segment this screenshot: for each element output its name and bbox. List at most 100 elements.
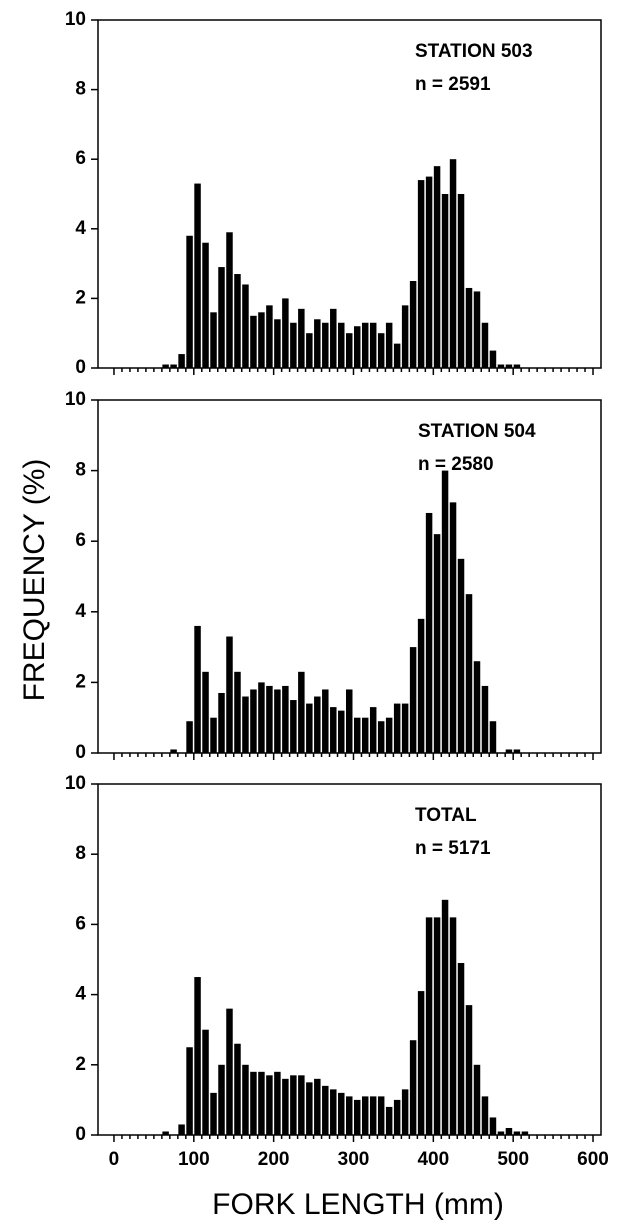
bar: [473, 661, 481, 753]
y-tick-label: 2: [75, 287, 86, 308]
bar: [226, 636, 233, 753]
bar: [194, 625, 201, 753]
bar: [338, 710, 345, 753]
bar: [393, 703, 401, 753]
y-tick-label: 6: [75, 913, 86, 934]
bar: [250, 689, 257, 753]
bar: [377, 333, 385, 368]
bar: [250, 1071, 257, 1135]
annotation: TOTAL: [415, 805, 477, 826]
bar: [457, 963, 465, 1135]
y-tick-label: 10: [65, 773, 86, 794]
bar: [162, 364, 169, 368]
bar: [290, 700, 297, 753]
x-axis-label: FORK LENGTH (mm): [212, 1188, 504, 1221]
bar: [218, 267, 225, 368]
bar: [194, 183, 201, 368]
y-tick-label: 10: [65, 9, 86, 30]
x-tick-label: 0: [109, 1149, 120, 1170]
y-tick-label: 2: [75, 1054, 86, 1075]
bar: [369, 1096, 377, 1135]
bar: [298, 671, 305, 753]
bar: [457, 558, 465, 753]
bar: [306, 333, 313, 368]
bar: [449, 502, 457, 753]
bar: [338, 322, 345, 368]
bar: [473, 291, 481, 368]
bar: [505, 749, 513, 753]
bar: [481, 1096, 489, 1135]
bar: [186, 1047, 193, 1135]
bar: [361, 1096, 369, 1135]
bar: [170, 749, 177, 753]
bar: [178, 354, 185, 368]
bar: [314, 1078, 321, 1135]
y-tick-label: 8: [75, 843, 86, 864]
bar: [489, 350, 497, 368]
bar: [226, 1008, 233, 1135]
y-tick-label: 8: [75, 460, 86, 481]
bar: [361, 322, 369, 368]
bar: [346, 1096, 353, 1135]
bar: [465, 287, 473, 368]
bar: [417, 618, 425, 753]
y-tick-label: 6: [75, 148, 86, 169]
bar: [242, 284, 249, 368]
bar: [513, 749, 521, 753]
bar: [513, 364, 521, 368]
bar: [186, 235, 193, 368]
bar: [218, 1064, 225, 1135]
bar: [314, 319, 321, 368]
bar: [489, 1117, 497, 1135]
bar: [258, 682, 265, 753]
bar: [234, 671, 241, 753]
bar: [322, 1085, 329, 1135]
bar: [433, 917, 441, 1135]
bar: [441, 470, 449, 753]
bar: [449, 159, 457, 368]
bar: [346, 689, 353, 753]
bar: [202, 242, 209, 368]
bar: [441, 899, 449, 1135]
bar: [258, 1071, 265, 1135]
x-tick-label: 200: [258, 1149, 290, 1170]
x-tick-label: 500: [497, 1149, 529, 1170]
bar: [298, 308, 305, 368]
annotation: n = 5171: [415, 838, 491, 859]
bar: [489, 721, 497, 753]
bar: [290, 322, 297, 368]
bar: [425, 176, 433, 368]
bar: [338, 1092, 345, 1135]
bar: [409, 647, 417, 753]
bar: [210, 1092, 217, 1135]
bar: [290, 1075, 297, 1135]
bar: [417, 991, 425, 1135]
y-tick-label: 4: [75, 218, 86, 239]
bar: [194, 977, 201, 1135]
plot-frame: [97, 19, 602, 369]
bar: [369, 707, 377, 753]
bar: [282, 1078, 289, 1135]
bar: [385, 322, 393, 368]
y-tick-label: 8: [75, 79, 86, 100]
bar: [234, 274, 241, 368]
bar: [186, 721, 193, 753]
bar: [282, 685, 289, 753]
y-tick-label: 0: [75, 742, 86, 763]
plot-frame: [97, 783, 602, 1136]
bar: [441, 194, 449, 368]
bar: [465, 1005, 473, 1135]
bar: [258, 312, 265, 368]
bar: [266, 305, 273, 368]
bar: [353, 326, 361, 368]
bar: [393, 343, 401, 368]
bar: [250, 315, 257, 368]
bar: [210, 312, 217, 368]
bar: [314, 696, 321, 753]
annotation: STATION 503: [415, 41, 533, 62]
bar: [497, 1131, 505, 1135]
bar: [425, 512, 433, 753]
x-tick-label: 600: [577, 1149, 609, 1170]
y-tick-label: 6: [75, 530, 86, 551]
